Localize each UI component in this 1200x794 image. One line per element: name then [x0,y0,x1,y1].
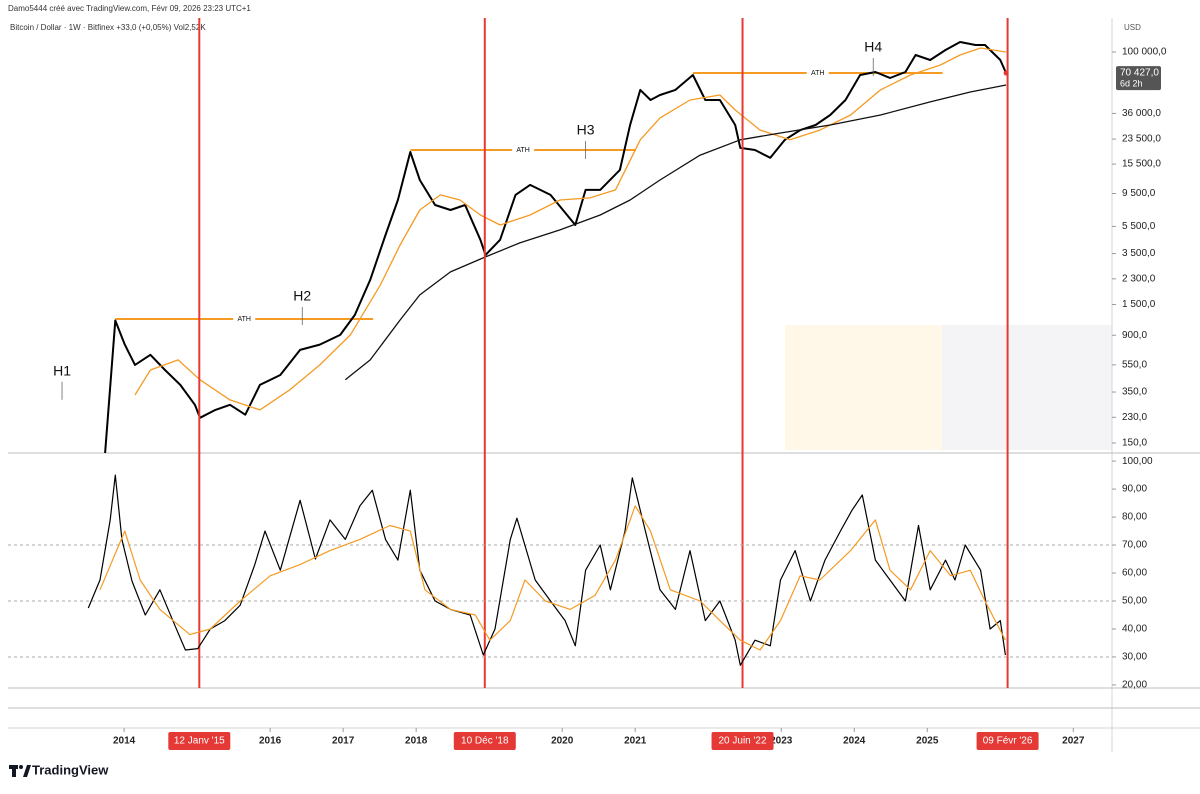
y-tick-label: 90,00 [1122,484,1147,495]
logo-part [23,765,31,777]
x-tick-label: 2025 [916,736,939,747]
y-tick-label: 23 500,0 [1122,134,1161,145]
y-tick-label: 80,00 [1122,512,1147,523]
y-tick-label: 350,0 [1122,387,1147,398]
y-tick-label: 5 500,0 [1122,221,1156,232]
x-tick-label: 2020 [551,736,574,747]
event-label: 10 Déc '18 [461,736,509,747]
y-tick-label: 150,0 [1122,438,1147,449]
event-label-bg [976,732,1039,750]
brand-name: TradingView [32,762,109,777]
x-tick-label: 2027 [1062,736,1085,747]
y-tick-label: 100 000,0 [1122,47,1167,58]
event-label-bg [168,732,231,750]
y-tick-label: 2 300,0 [1122,273,1156,284]
y-tick-label: 50,00 [1122,596,1147,607]
y-tick-label: 30,00 [1122,652,1147,663]
y-tick-label: 900,0 [1122,330,1147,341]
x-tick-label: 2018 [405,736,428,747]
event-label: 20 Juin '22 [719,736,767,747]
x-tick-label: 2021 [624,736,647,747]
series-line [99,505,1006,651]
label-text: H1 [53,363,71,379]
y-tick-label: 1 500,0 [1122,299,1156,310]
series-line [134,47,1007,411]
volume-profile-shade [942,325,1112,450]
y-tick-label: 9 500,0 [1122,188,1156,199]
y-tick-label: 550,0 [1122,360,1147,371]
last-price-box [1116,66,1161,91]
x-tick-label: 2016 [259,736,282,747]
x-tick-label: 2017 [332,736,355,747]
event-label: 09 Févr '26 [983,736,1033,747]
legend-text: Bitcoin / Dollar · 1W · Bitfinex +33,0 (… [10,23,206,32]
ath-label-bg [806,68,829,79]
volume-profile-shade [785,325,942,450]
ath-label-bg [233,313,256,324]
ath-label-bg [512,144,535,155]
y-tick-label: 36 000,0 [1122,108,1161,119]
label-text: H4 [864,39,882,55]
y-tick-label: 230,0 [1122,412,1147,423]
event-label-bg [453,732,516,750]
ath-label: ATH [811,70,824,77]
logo-part [19,765,23,769]
ath-label: ATH [516,147,529,154]
y-tick-label: 100,00 [1122,456,1153,467]
label-text: H2 [293,288,311,304]
y-tick-label: 70,00 [1122,540,1147,551]
x-tick-label: 2014 [113,736,136,747]
y-tick-label: 20,00 [1122,680,1147,691]
last-price-label: 70 427,0 [1120,68,1159,79]
header-text: Damo5444 créé avec TradingView.com, Févr… [8,4,251,13]
y-tick-label: 3 500,0 [1122,248,1156,259]
x-tick-label: 2023 [770,736,793,747]
brand-logo [9,765,31,777]
ath-label: ATH [237,316,250,323]
countdown-label: 6d 2h [1120,78,1143,88]
series-line [104,41,1008,453]
currency-label: USD [1124,23,1141,32]
y-tick-label: 60,00 [1122,568,1147,579]
y-tick-label: 40,00 [1122,624,1147,635]
event-label: 12 Janv '15 [174,736,225,747]
logo-part [12,765,16,777]
series-line [344,84,1007,381]
y-tick-label: 15 500,0 [1122,159,1161,170]
label-text: H3 [577,122,595,138]
series-line [87,474,1006,666]
event-label-bg [711,732,774,750]
x-tick-label: 2024 [843,736,866,747]
